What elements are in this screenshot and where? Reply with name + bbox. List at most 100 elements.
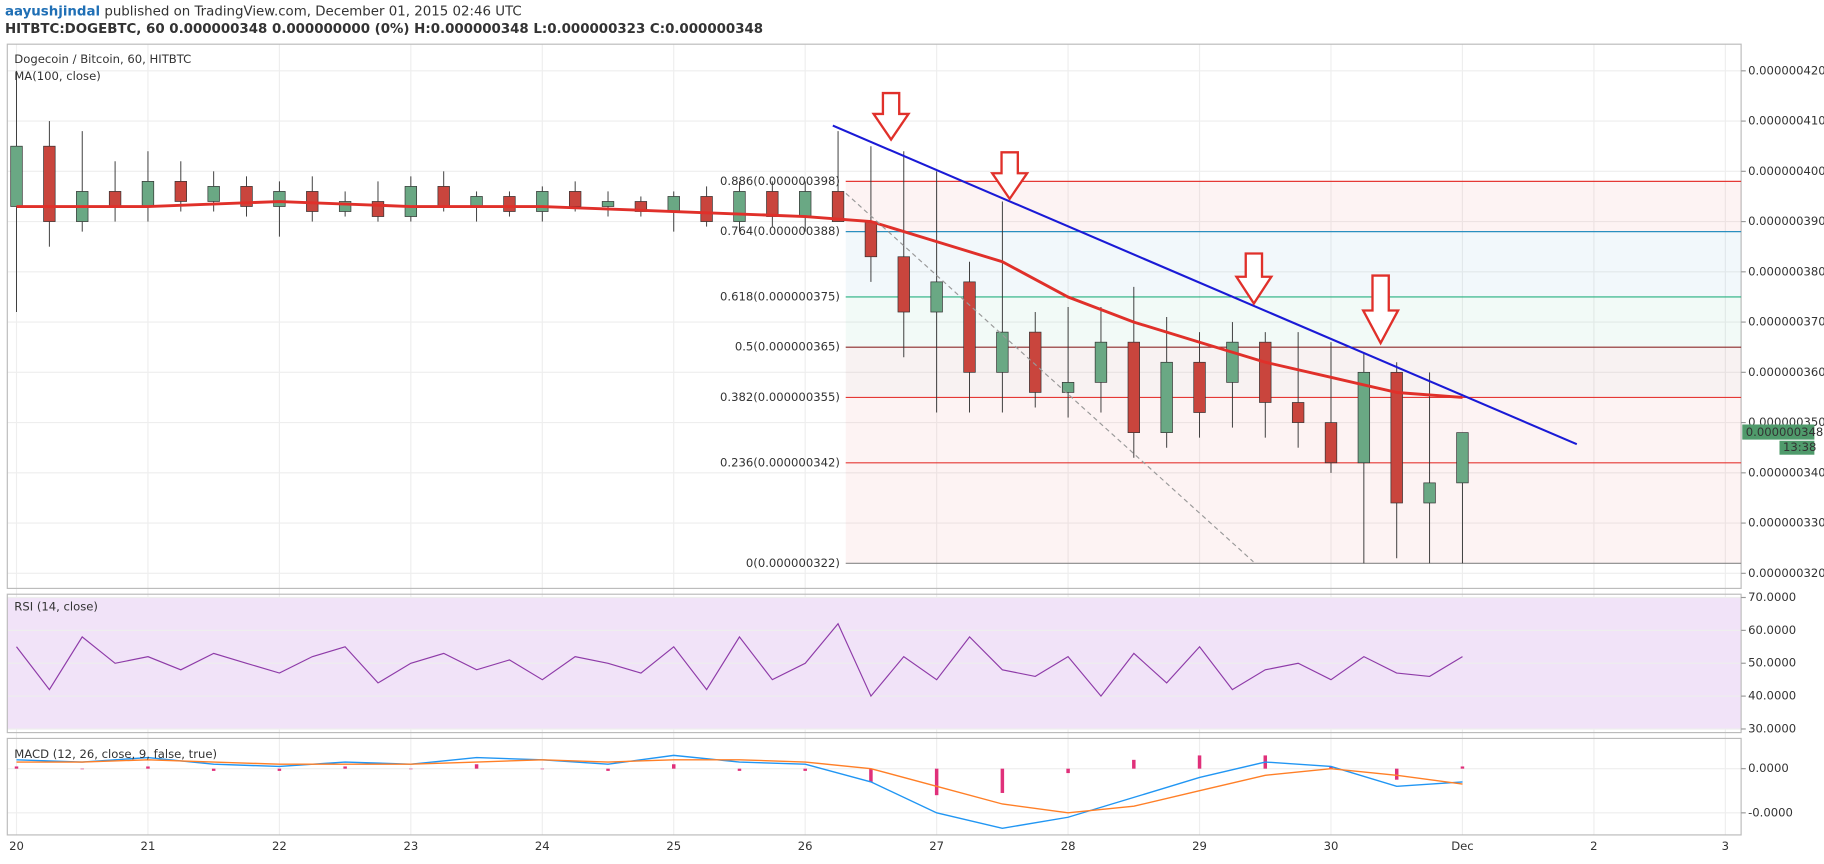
x-tick-label: 26 [798,839,813,853]
candle-body [10,145,23,207]
fib-label: 0.764(0.000000388) [720,224,840,238]
fib-label: 0(0.000000322) [746,556,840,570]
fib-zone [845,181,1742,232]
candle-body [1456,432,1469,484]
candle-body [1193,361,1206,413]
arrow [871,91,911,142]
macd-histogram-bar [343,766,347,769]
candle-body [1291,402,1305,423]
candle-body [141,181,155,207]
x-tick-label: 22 [272,839,287,853]
x-tick-label: 27 [929,839,944,853]
macd-pane [6,737,1742,836]
y-tick-label: 0.000000330 [1748,516,1824,530]
macd-histogram-bar [1394,768,1399,780]
candle-body [601,201,615,207]
y-tick-label: 0.000000340 [1748,465,1824,479]
symbol-line: HITBTC:DOGEBTC, 60 0.000000348 0.0000000… [5,22,763,37]
fib-label: 0.382(0.000000355) [720,390,840,404]
last-price-label: 0.000000348 [1746,425,1824,439]
x-tick-label: 29 [1192,839,1207,853]
x-tick-label: 21 [141,839,156,853]
arrow [990,151,1030,201]
macd-histogram-bar [1000,768,1005,793]
y-tick-label: 0.000000400 [1748,164,1824,178]
candle-body [273,191,286,207]
candle-body [1061,382,1075,393]
last-price-tag [1742,424,1815,440]
macd-histogram-bar [934,768,939,796]
trendline [832,124,1578,446]
x-tick-label: 28 [1061,839,1076,853]
candle-body [930,281,943,313]
y-tick-label: 0.000000320 [1748,566,1824,580]
candle-body [470,196,483,207]
x-tick-label: 23 [403,839,418,853]
moving-average [16,200,1463,399]
y-tick-label: 0.000000360 [1748,365,1824,379]
candle-body [667,196,680,212]
x-tick-label: 25 [666,839,681,853]
pane-title: Dogecoin / Bitcoin, 60, HITBTC [14,52,191,66]
macd-histogram-bar [869,768,873,782]
candle-body [1357,371,1371,464]
y-tick-label: 0.000000370 [1748,315,1824,329]
candle-body [1127,341,1140,433]
fib-zone [845,347,1742,398]
macd-histogram-bar [1132,759,1136,769]
candle-body [1160,361,1173,433]
macd-histogram-bar [672,764,676,769]
pane-title: MACD (12, 26, close, 9, false, true) [14,747,217,761]
author[interactable]: aayushjindal [5,5,100,20]
candle-body [1226,341,1239,383]
macd-line [16,759,1463,814]
candle-body [536,191,549,212]
header-line: aayushjindal published on TradingView.co… [5,5,522,20]
y-tick-label: 70.0000 [1748,590,1796,604]
macd-histogram-bar [474,764,479,769]
candle-body [503,196,516,212]
macd-histogram-bar [211,768,216,771]
candle-body [338,201,352,212]
candle-body [174,181,187,202]
candle-body [996,331,1009,373]
fib-zone [845,231,1742,297]
ma-legend: MA(100, close) [14,69,100,83]
macd-line [16,754,1463,830]
candle-body [1029,331,1042,393]
trendline [845,192,1254,563]
candle-body [733,191,746,222]
macd-histogram-bar [1329,766,1333,769]
macd-histogram-bar [1197,755,1202,769]
candle-body [1390,371,1403,504]
x-tick-label: Dec [1451,839,1473,853]
candle-body [108,191,122,207]
arrows [871,91,1401,346]
candle-body [700,196,713,222]
candle-body [799,191,812,217]
y-tick-label: 50.0000 [1748,656,1796,670]
macd-histogram-bar [409,768,413,770]
candle-body [371,201,385,217]
candle-body [864,221,878,258]
macd-histogram-bar [80,768,84,770]
macd-histogram-bar [14,766,19,769]
candle-body [437,186,450,207]
fib-label: 0.5(0.000000365) [735,340,840,354]
fib-label: 0.886(0.000000398) [720,174,840,188]
candle-body [1094,341,1108,383]
candle-body [240,186,253,207]
countdown-label: 13:38 [1783,440,1816,454]
candle-body [897,256,910,313]
y-tick-label: 0.000000380 [1748,264,1824,278]
y-tick-label: 0.000000420 [1748,63,1824,77]
macd-histogram-bar [803,768,807,771]
macd-histogram-bar [277,768,282,771]
macd-histogram-bar [540,768,545,770]
macd-histogram-bar [606,768,610,771]
y-tick-label: 40.0000 [1748,689,1796,703]
x-tick-label: 2 [1590,839,1597,853]
macd-histogram-bar [1460,766,1465,769]
